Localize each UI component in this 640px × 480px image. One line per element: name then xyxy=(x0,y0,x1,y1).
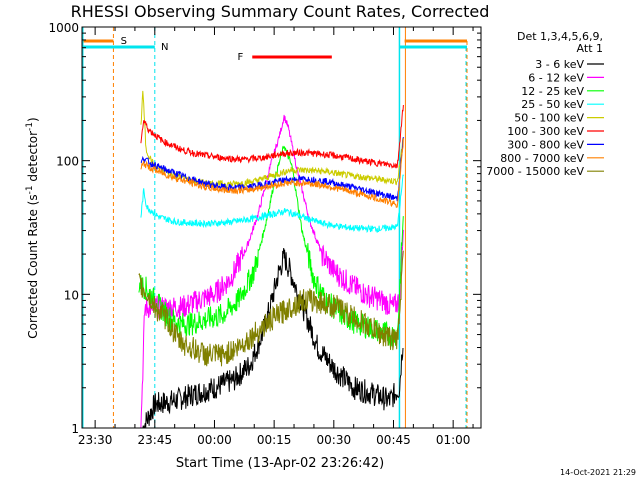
series-line xyxy=(140,174,404,234)
x-tick-label: 00:15 xyxy=(257,433,292,447)
series-line xyxy=(140,90,404,189)
legend-entry: 12 - 25 keV xyxy=(521,85,584,98)
x-axis-label: Start Time (13-Apr-02 23:26:42) xyxy=(176,456,384,471)
series-line xyxy=(140,138,404,208)
marker-f-label: F xyxy=(237,52,243,63)
y-tick-label: 100 xyxy=(56,155,79,169)
chart-title: RHESSI Observing Summary Count Rates, Co… xyxy=(71,2,490,21)
legend-entry: 300 - 800 keV xyxy=(507,138,584,151)
y-axis-label: Corrected Count Rate (s-1 detector-1) xyxy=(25,117,40,338)
x-tick-label: 23:30 xyxy=(78,433,113,447)
x-tick-label: 00:00 xyxy=(197,433,232,447)
timestamp: 14-Oct-2021 21:29 xyxy=(560,468,636,477)
plot-area: S N F xyxy=(82,27,468,429)
x-tick-label: 01:00 xyxy=(436,433,471,447)
legend-entry: 800 - 7000 keV xyxy=(500,152,584,165)
y-tick-label: 1000 xyxy=(48,21,79,35)
y-tick-label: 1 xyxy=(71,422,79,436)
plot-frame xyxy=(81,26,482,429)
x-tick-label: 00:45 xyxy=(376,433,411,447)
legend-entry: 100 - 300 keV xyxy=(507,125,584,138)
legend-entry: 7000 - 15000 keV xyxy=(486,165,584,178)
series-line xyxy=(138,145,404,347)
series-line xyxy=(142,247,404,429)
series-line xyxy=(140,114,404,429)
axes: 23:30 23:45 00:00 00:15 00:30 00:45 01:00 1 10 10… xyxy=(48,21,482,447)
series-line xyxy=(140,104,404,169)
x-tick-label: 00:30 xyxy=(317,433,352,447)
marker-n-label: N xyxy=(161,42,168,53)
legend-entry: 3 - 6 keV xyxy=(535,58,584,71)
y-tick-label: 10 xyxy=(64,288,79,302)
legend-header: Det 1,3,4,5,6,9, xyxy=(517,30,603,43)
series-line xyxy=(138,250,404,367)
x-tick-label: 23:45 xyxy=(138,433,173,447)
legend-header-att: Att 1 xyxy=(577,42,603,55)
series-line xyxy=(140,137,404,202)
marker-s-label: S xyxy=(121,36,127,47)
legend-entry: 50 - 100 keV xyxy=(514,112,584,125)
legend-entry: 25 - 50 keV xyxy=(521,98,584,111)
legend-entry: 6 - 12 keV xyxy=(528,71,584,84)
